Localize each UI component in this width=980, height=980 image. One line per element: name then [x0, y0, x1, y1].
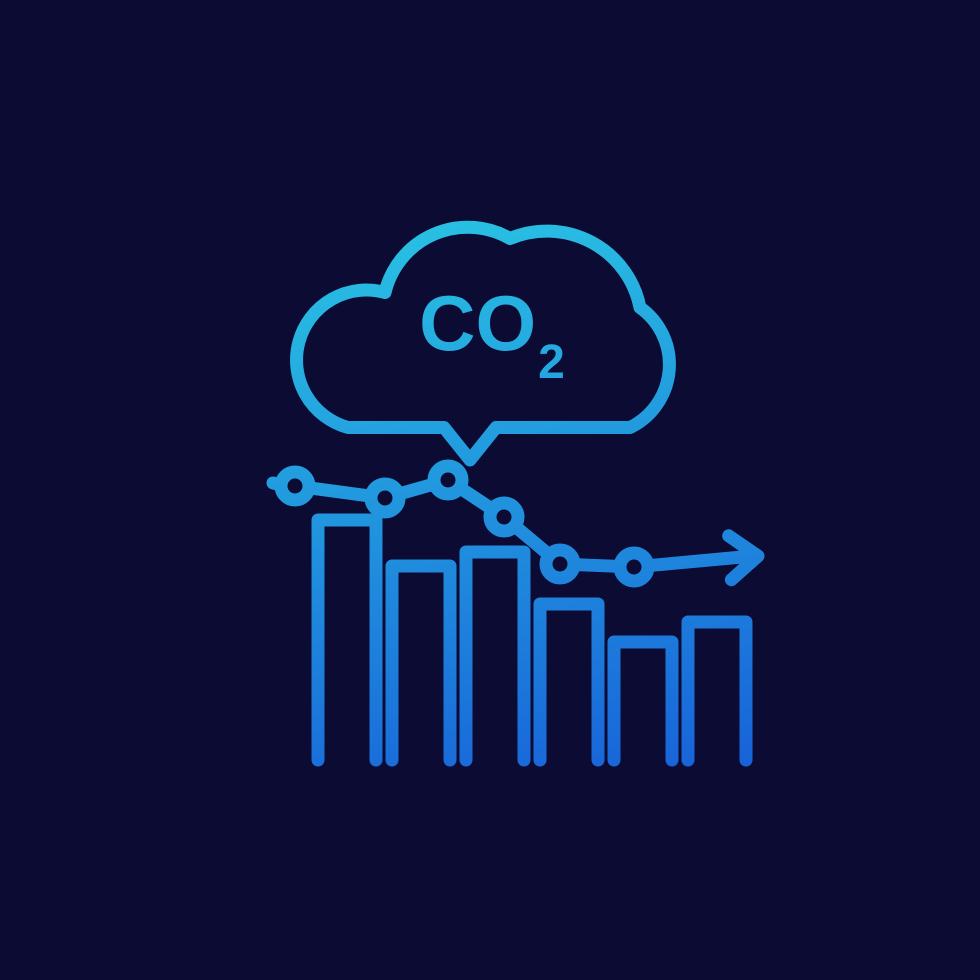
trend-marker [434, 466, 462, 494]
background [0, 0, 980, 980]
co2-reduction-icon: CO2 [0, 0, 980, 980]
trend-marker [281, 472, 309, 500]
trend-marker [620, 553, 648, 581]
co2-label-main: CO [419, 279, 536, 367]
trend-marker [371, 484, 399, 512]
trend-marker [546, 550, 574, 578]
co2-label-sub: 2 [538, 336, 565, 389]
trend-marker [490, 503, 518, 531]
diagram-svg: CO2 [0, 0, 980, 980]
